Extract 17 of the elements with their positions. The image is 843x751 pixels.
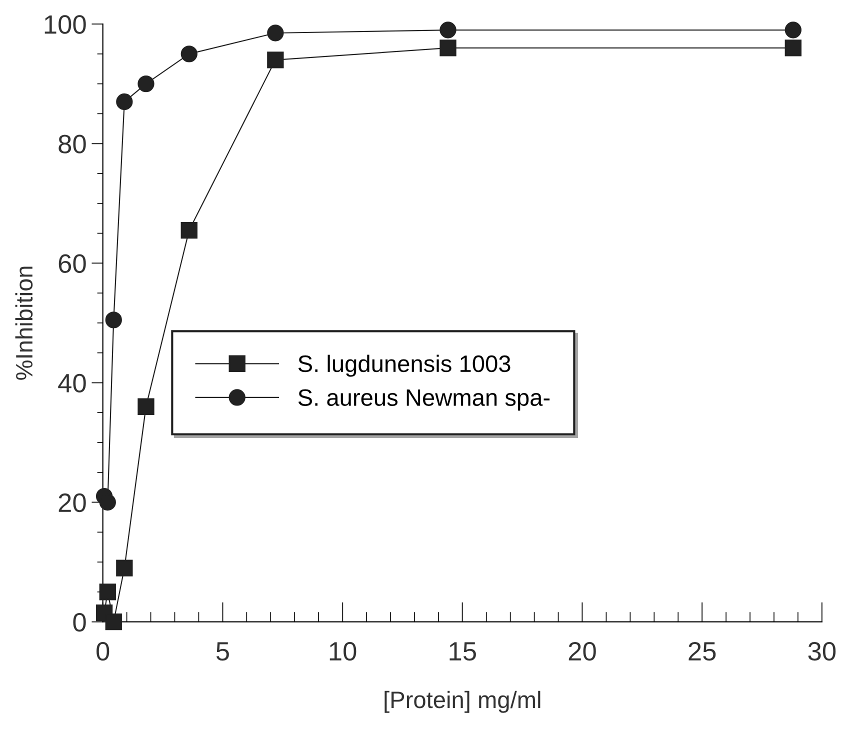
y-tick-label: 20	[58, 493, 86, 512]
y-tick-label: 100	[44, 15, 86, 34]
x-tick-label: 30	[808, 642, 836, 661]
y-axis-title: %Inhibition	[15, 266, 33, 380]
legend-label: S. aureus Newman spa-	[298, 389, 550, 411]
y-tick-label: 0	[73, 612, 86, 632]
legend-label: S. lugdunensis 1003	[298, 354, 510, 377]
x-tick-label: 15	[450, 642, 476, 661]
x-tick-label: 0	[96, 642, 110, 661]
x-axis-title: [Protein] mg/ml	[384, 690, 540, 713]
x-tick-label: 5	[216, 642, 229, 661]
y-tick-label: 40	[58, 374, 86, 393]
x-tick-label: 10	[330, 642, 356, 661]
x-tick-label: 20	[568, 642, 596, 661]
x-tick-label: 25	[688, 642, 716, 661]
y-tick-label: 60	[58, 254, 86, 273]
y-tick-label: 80	[58, 134, 86, 154]
